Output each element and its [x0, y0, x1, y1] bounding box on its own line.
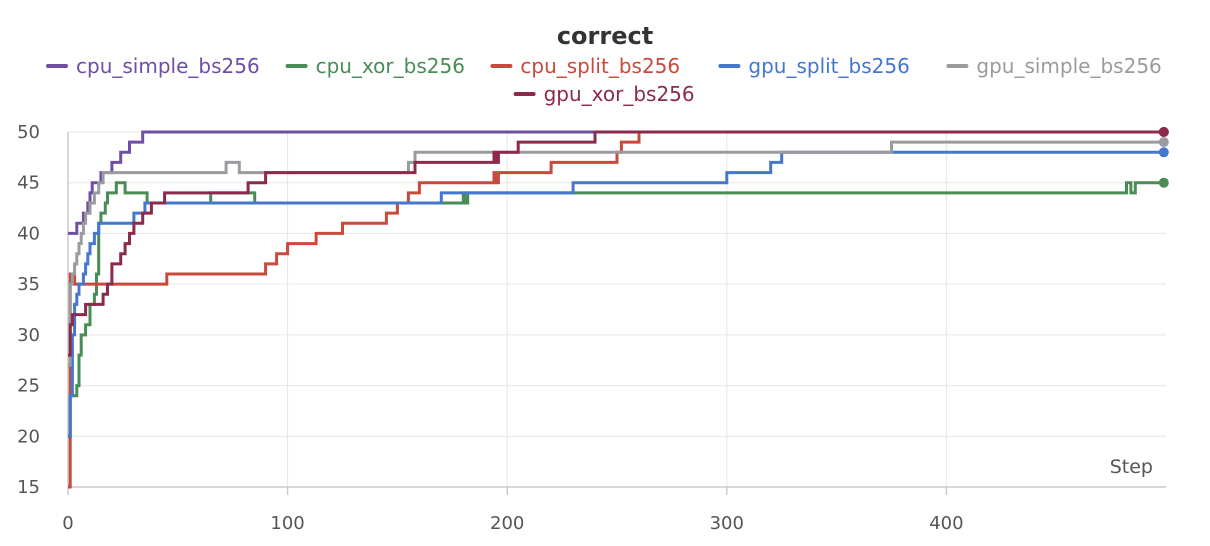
series-endpoint-gpu_simple_bs256: [1158, 137, 1169, 148]
legend-item-gpu_xor_bs256[interactable]: gpu_xor_bs256: [513, 82, 695, 106]
series-line-gpu_xor_bs256: [68, 130, 1164, 357]
chart-title: correct: [557, 22, 653, 50]
y-tick-label: 35: [17, 274, 40, 295]
legend-item-cpu_split_bs256[interactable]: cpu_split_bs256: [490, 54, 680, 78]
y-tick-label: 20: [17, 426, 40, 447]
x-axis-label: Step: [1110, 456, 1153, 478]
legend-label: cpu_xor_bs256: [316, 54, 465, 78]
legend-label: gpu_simple_bs256: [976, 54, 1161, 78]
series-endpoint-gpu_split_bs256: [1158, 147, 1169, 158]
legend-label: gpu_xor_bs256: [544, 82, 695, 106]
x-tick-label: 100: [270, 513, 304, 534]
series-endpoint-cpu_xor_bs256: [1158, 177, 1169, 188]
y-tick-label: 50: [17, 122, 40, 143]
x-tick-label: 0: [62, 513, 73, 534]
y-tick-label: 25: [17, 376, 40, 397]
series-line-gpu_split_bs256: [68, 150, 1164, 438]
axes: 15 20 25 30 35 40 45 50 0 100 200 300 400: [17, 122, 1166, 534]
y-tick-label: 45: [17, 173, 40, 194]
y-tick-label: 30: [17, 325, 40, 346]
grid: [67, 131, 1166, 487]
legend[interactable]: cpu_simple_bs256 cpu_xor_bs256 cpu_split_b…: [46, 54, 1162, 106]
x-tick-label: 300: [710, 513, 744, 534]
y-tick-label: 40: [17, 223, 40, 244]
legend-label: cpu_simple_bs256: [76, 54, 260, 78]
legend-item-gpu_split_bs256[interactable]: gpu_split_bs256: [718, 54, 910, 78]
legend-item-cpu_xor_bs256[interactable]: cpu_xor_bs256: [285, 54, 465, 78]
series-line-cpu_xor_bs256: [68, 181, 1164, 438]
series-endpoints: [1158, 127, 1169, 188]
x-tick-label: 400: [929, 513, 963, 534]
series-layer: [68, 130, 1164, 489]
legend-item-cpu_simple_bs256[interactable]: cpu_simple_bs256: [46, 54, 260, 78]
legend-item-gpu_simple_bs256[interactable]: gpu_simple_bs256: [946, 54, 1162, 78]
series-line-cpu_split_bs256: [68, 130, 1164, 489]
x-tick-label: 200: [490, 513, 524, 534]
y-tick-label: 15: [17, 477, 40, 498]
legend-label: cpu_split_bs256: [520, 54, 680, 78]
series-line-gpu_simple_bs256: [68, 140, 1164, 367]
legend-label: gpu_split_bs256: [748, 54, 909, 78]
series-endpoint-gpu_xor_bs256: [1158, 127, 1169, 137]
